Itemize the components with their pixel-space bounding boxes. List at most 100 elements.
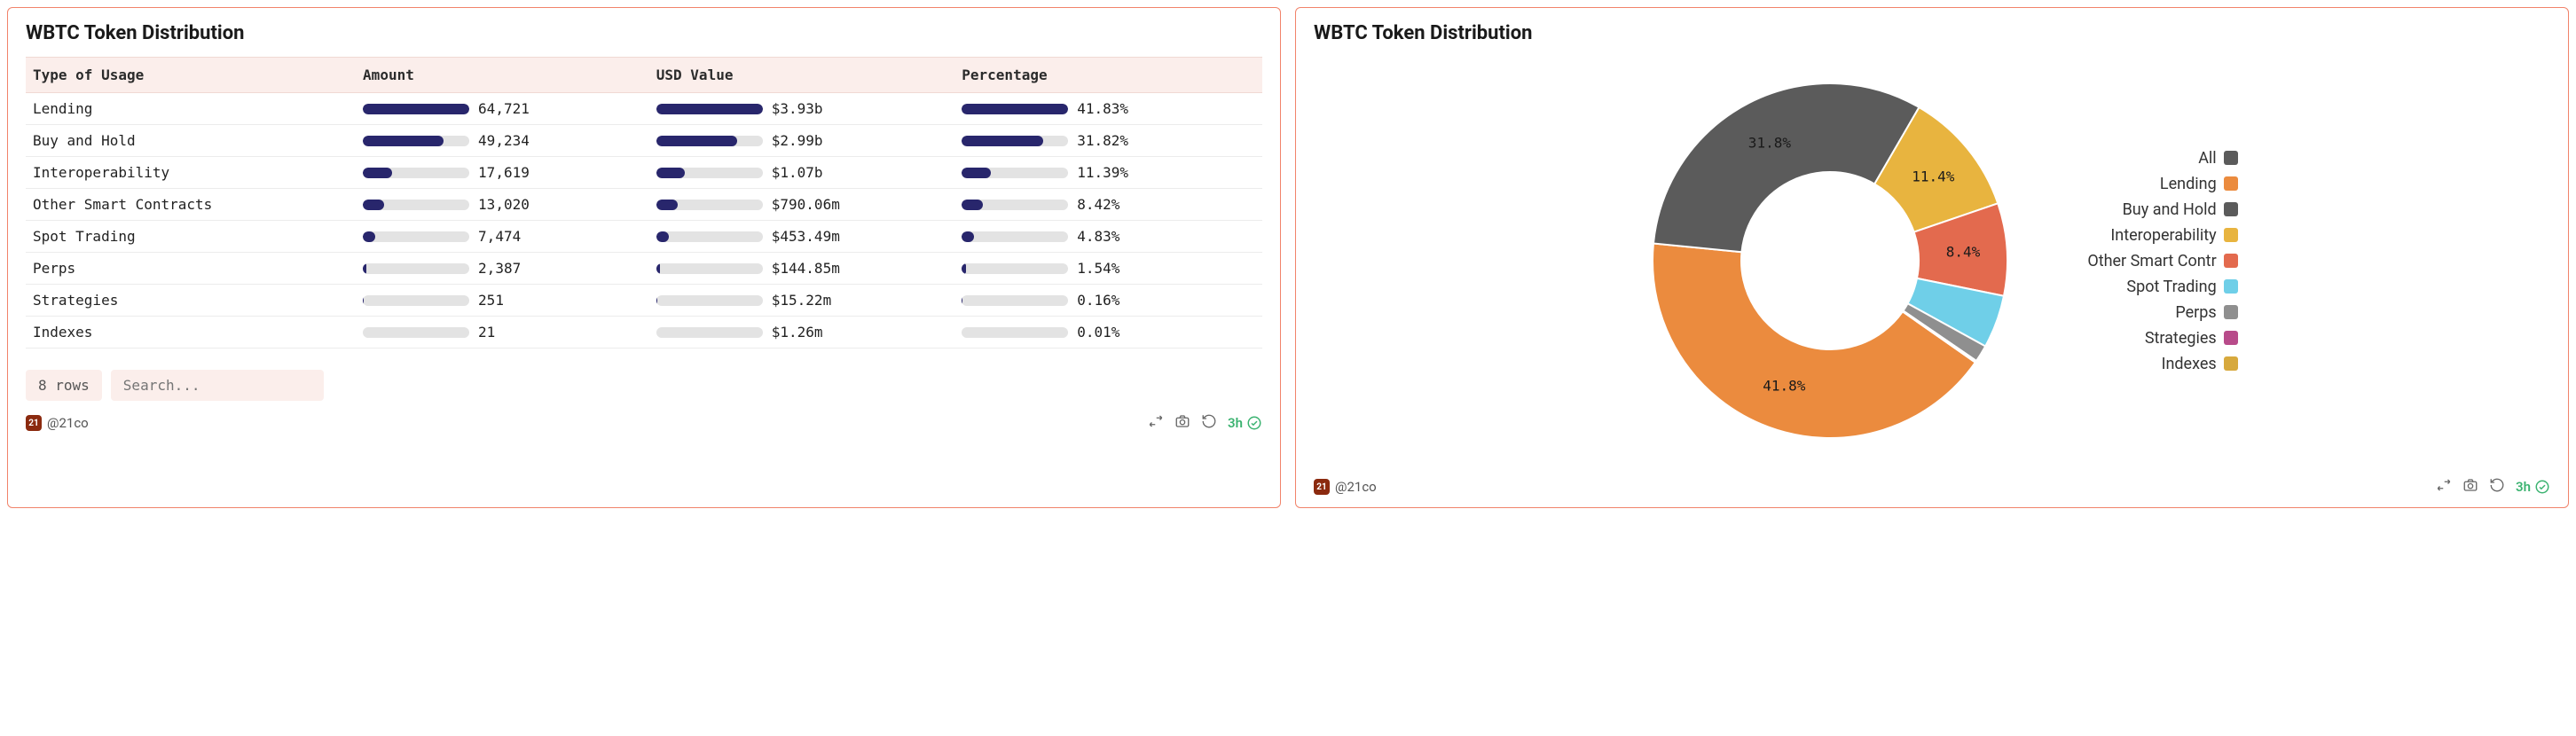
table-row[interactable]: Perps 2,387 $144.85m 1.54%: [26, 253, 1262, 285]
bar-fill: [656, 104, 763, 114]
camera-icon[interactable]: [2462, 477, 2478, 497]
cell-pct: 1.54%: [962, 260, 1255, 277]
amount-value: 2,387: [478, 260, 521, 277]
rows-count-badge: 8 rows: [26, 370, 102, 401]
cell-usd: $790.06m: [656, 196, 962, 213]
table-row[interactable]: Strategies251$15.22m0.16%: [26, 285, 1262, 317]
age-badge: 3h: [1228, 415, 1262, 431]
refresh-icon[interactable]: [2489, 477, 2505, 497]
age-text: 3h: [1228, 415, 1243, 431]
cell-type: Buy and Hold: [33, 132, 363, 149]
pct-value: 0.01%: [1077, 324, 1119, 341]
donut-chart[interactable]: 41.8%31.8%11.4%8.4%: [1626, 57, 2034, 465]
legend-item[interactable]: All: [2198, 149, 2238, 168]
table-footer: 8 rows: [26, 370, 1262, 401]
chart-panel: WBTC Token Distribution 41.8%31.8%11.4%8…: [1295, 7, 2569, 508]
bar-track: [962, 295, 1068, 306]
bar-track: [962, 200, 1068, 210]
bar-track: [656, 200, 763, 210]
amount-value: 49,234: [478, 132, 530, 149]
amount-value: 251: [478, 292, 504, 309]
legend-item[interactable]: Other Smart Contr: [2087, 252, 2237, 270]
legend-swatch: [2224, 356, 2238, 371]
legend-label: Spot Trading: [2126, 278, 2216, 296]
legend-item[interactable]: Strategies: [2145, 329, 2238, 348]
author-link[interactable]: 21 @21co: [26, 415, 89, 431]
legend-swatch: [2224, 202, 2238, 216]
legend-label: All: [2198, 149, 2217, 168]
cell-pct: 4.83%: [962, 228, 1255, 245]
table-row[interactable]: Buy and Hold49,234$2.99b31.82%: [26, 125, 1262, 157]
pct-value: 8.42%: [1077, 196, 1119, 213]
table-row[interactable]: Indexes 21 $1.26m 0.01%: [26, 317, 1262, 348]
chart-wrap: 41.8%31.8%11.4%8.4% AllLendingBuy and Ho…: [1314, 57, 2550, 465]
slice-label: 11.4%: [1912, 168, 1954, 184]
chart-legend: All Lending Buy and Hold Interoperability Ot…: [2087, 149, 2237, 373]
cell-amount: 2,387: [363, 260, 656, 277]
bar-track: [656, 104, 763, 114]
bar-track: [656, 231, 763, 242]
panel-footer: 21 @21co 3h: [1314, 477, 2550, 497]
usd-value: $144.85m: [772, 260, 840, 277]
author-badge-icon: 21: [26, 415, 42, 431]
cell-pct: 8.42%: [962, 196, 1255, 213]
table-row[interactable]: Other Smart Contracts13,020$790.06m8.42%: [26, 189, 1262, 221]
legend-item[interactable]: Buy and Hold: [2123, 200, 2238, 219]
legend-swatch: [2224, 305, 2238, 319]
bar-fill: [656, 136, 737, 146]
refresh-icon[interactable]: [1201, 413, 1217, 433]
table-header: Type of Usage Amount USD Value Percentag…: [26, 57, 1262, 93]
legend-label: Other Smart Contr: [2087, 252, 2216, 270]
usd-value: $1.26m: [772, 324, 823, 341]
col-header-type[interactable]: Type of Usage: [33, 67, 363, 83]
col-header-usd[interactable]: USD Value: [656, 67, 962, 83]
legend-label: Indexes: [2162, 355, 2217, 373]
panel-footer: 21 @21co 3h: [26, 413, 1262, 433]
col-header-pct[interactable]: Percentage: [962, 67, 1255, 83]
expand-icon[interactable]: [2436, 477, 2452, 497]
usd-value: $790.06m: [772, 196, 840, 213]
slice-label: 8.4%: [1946, 244, 1981, 261]
usd-value: $1.07b: [772, 164, 823, 181]
legend-swatch: [2224, 151, 2238, 165]
cell-type: Spot Trading: [33, 228, 363, 245]
amount-value: 13,020: [478, 196, 530, 213]
amount-value: 64,721: [478, 100, 530, 117]
bar-fill: [962, 136, 1042, 146]
table-row[interactable]: Interoperability17,619$1.07b11.39%: [26, 157, 1262, 189]
legend-label: Buy and Hold: [2123, 200, 2217, 219]
table-row[interactable]: Lending64,721$3.93b41.83%: [26, 93, 1262, 125]
cell-type: Indexes: [33, 324, 363, 341]
legend-item[interactable]: Perps: [2175, 303, 2237, 322]
legend-swatch: [2224, 254, 2238, 268]
camera-icon[interactable]: [1174, 413, 1190, 433]
cell-type: Perps: [33, 260, 363, 277]
amount-value: 21: [478, 324, 495, 341]
bar-track: [962, 263, 1068, 274]
cell-type: Lending: [33, 100, 363, 117]
bar-fill: [962, 263, 965, 274]
author-handle: @21co: [47, 415, 89, 431]
expand-icon[interactable]: [1148, 413, 1164, 433]
cell-pct: 31.82%: [962, 132, 1255, 149]
donut-slice[interactable]: [1653, 83, 1919, 252]
pct-value: 0.16%: [1077, 292, 1119, 309]
col-header-amount[interactable]: Amount: [363, 67, 656, 83]
cell-usd: $1.26m: [656, 324, 962, 341]
bar-track: [363, 231, 469, 242]
cell-pct: 11.39%: [962, 164, 1255, 181]
legend-item[interactable]: Indexes: [2162, 355, 2238, 373]
search-input[interactable]: [111, 370, 324, 401]
footer-icon-tray: 3h: [1148, 413, 1262, 433]
legend-item[interactable]: Spot Trading: [2126, 278, 2237, 296]
author-link[interactable]: 21 @21co: [1314, 479, 1377, 495]
legend-item[interactable]: Lending: [2160, 175, 2238, 193]
legend-item[interactable]: Interoperability: [2110, 226, 2237, 245]
pct-value: 11.39%: [1077, 164, 1128, 181]
bar-fill: [656, 168, 686, 178]
table-row[interactable]: Spot Trading7,474$453.49m4.83%: [26, 221, 1262, 253]
bar-track: [363, 104, 469, 114]
bar-fill: [363, 231, 375, 242]
cell-amount: 251: [363, 292, 656, 309]
legend-swatch: [2224, 331, 2238, 345]
